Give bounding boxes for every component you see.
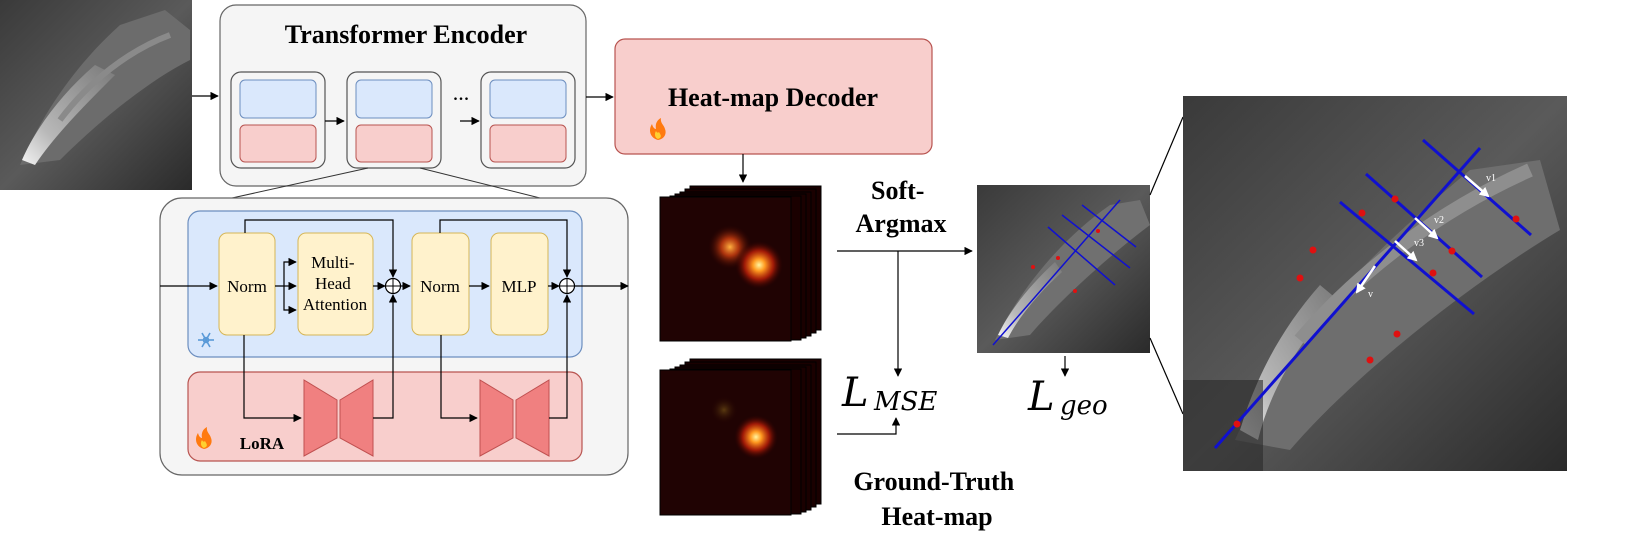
encoder-layer-1 — [230, 71, 326, 169]
attention-line-2: Head — [315, 274, 351, 293]
lora-flame-icon — [196, 427, 212, 449]
loss-mse-subscript: MSE — [873, 387, 937, 417]
mlp: MLP — [490, 232, 549, 336]
svg-text:Multi- Head At: Multi- Head Attention — [303, 253, 368, 314]
ground-truth-line-2: Heat-map — [881, 502, 992, 531]
heatmap-decoder: Heat-map Decoder — [614, 38, 933, 155]
attention-line-1: Multi- — [311, 253, 355, 272]
input-ct-image — [0, 0, 192, 190]
decoder-title: Heat-map Decoder — [668, 83, 878, 112]
ground-truth-line-1: Ground-Truth — [853, 467, 1014, 496]
ground-truth-heatmap-stack — [659, 358, 822, 516]
snowflake-icon — [198, 332, 214, 348]
vector-label-v2: v2 — [1434, 215, 1444, 226]
vector-label-v: v — [1368, 289, 1373, 300]
transformer-encoder: Transformer Encoder ... — [219, 4, 587, 187]
loss-mse-symbol: L — [841, 370, 869, 416]
encoder-layer-2 — [346, 71, 442, 169]
soft-argmax-line-2: Argmax — [856, 209, 947, 238]
attention-line-3: Attention — [303, 295, 368, 314]
norm-1-label: Norm — [227, 277, 267, 296]
loss-geo: L geo — [1027, 374, 1108, 421]
lora-branch: LoRA — [187, 371, 583, 462]
encoder-ellipsis: ... — [453, 80, 470, 105]
vector-label-v1: v1 — [1486, 173, 1496, 184]
norm-2: Norm — [411, 232, 470, 336]
soft-argmax-line-1: Soft- — [871, 176, 924, 205]
transformer-block-detail: LoRA Norm Multi- Head — [159, 197, 629, 476]
norm-1: Norm — [218, 232, 276, 336]
lora-adapter-2 — [479, 379, 550, 457]
loss-geo-subscript: geo — [1060, 391, 1108, 421]
mlp-label: MLP — [502, 277, 537, 296]
lora-adapter-1 — [303, 379, 374, 457]
zoomed-result-image: v1 v2 v3 v — [1183, 96, 1567, 471]
lora-label: LoRA — [240, 434, 285, 453]
multi-head-attention: Multi- Head Attention — [297, 232, 374, 336]
predicted-heatmap-stack — [659, 185, 822, 342]
loss-mse: L MSE — [841, 370, 937, 417]
trainable-flame-icon — [650, 118, 666, 140]
loss-geo-symbol: L — [1027, 374, 1055, 420]
residual-add-1 — [384, 277, 402, 295]
encoder-title: Transformer Encoder — [285, 20, 527, 49]
svg-text:Soft- Argmax: Soft- Argmax — [856, 176, 947, 238]
prediction-result-image — [977, 185, 1150, 353]
vector-label-v3: v3 — [1414, 238, 1424, 249]
encoder-layer-n — [480, 71, 576, 169]
norm-2-label: Norm — [420, 277, 460, 296]
svg-text:Ground-Truth Heat-map: Ground-Truth Heat-map — [853, 467, 1020, 531]
residual-add-2 — [558, 277, 576, 295]
